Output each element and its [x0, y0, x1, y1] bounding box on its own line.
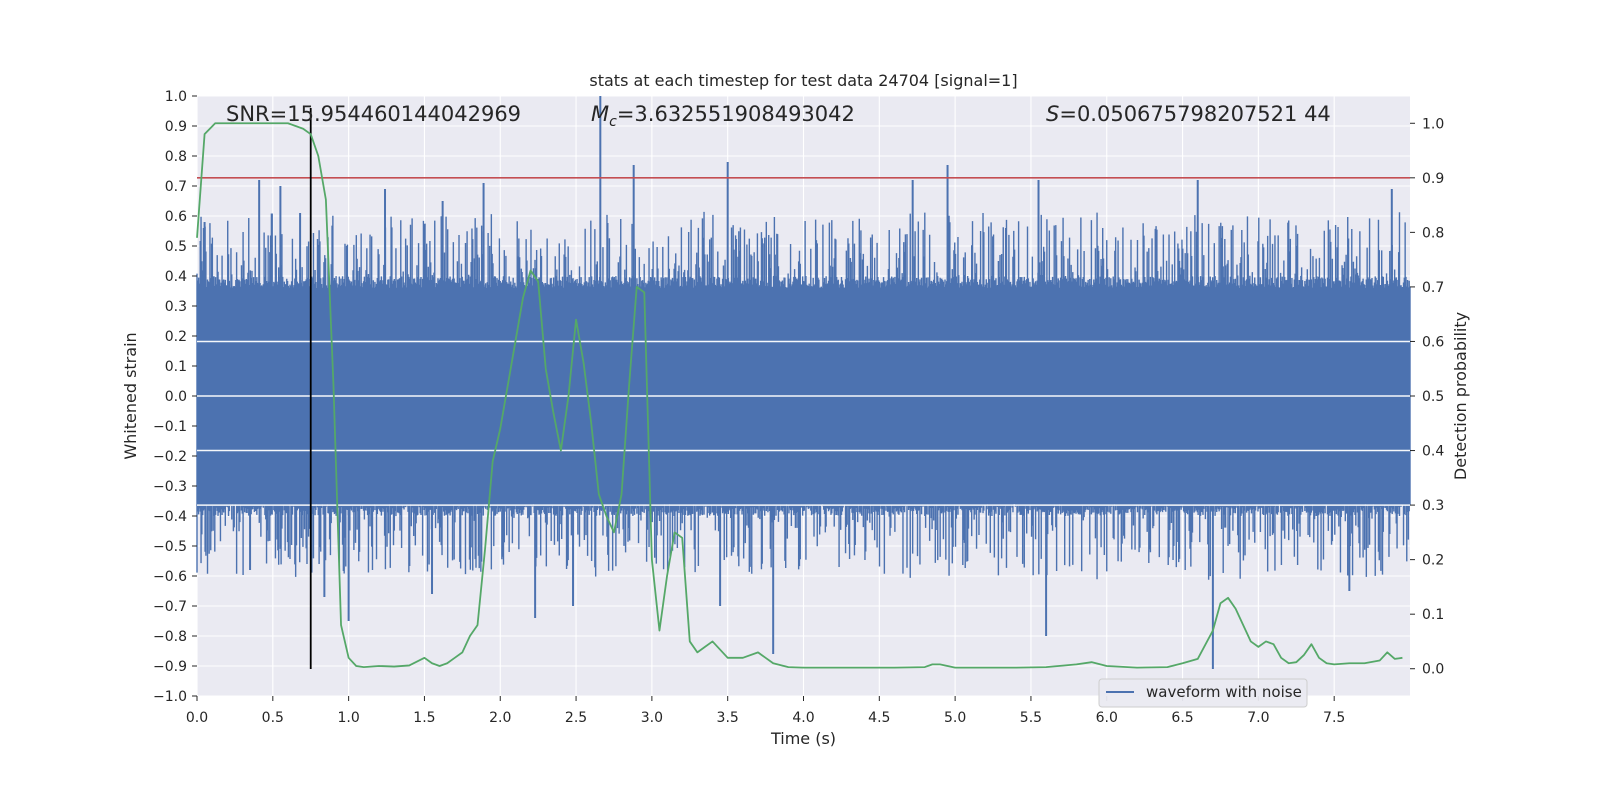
chirp-mass-annotation: Mc=3.632551908493042	[591, 102, 855, 130]
x-tick-label: 6.0	[1096, 710, 1118, 726]
y-left-tick-label: 0.3	[165, 299, 187, 315]
y-left-tick-label: −0.4	[153, 509, 187, 525]
overlays	[196, 108, 1410, 669]
x-tick-label: 7.5	[1323, 710, 1345, 726]
y-axis-label-right: Detection probability	[1451, 312, 1470, 480]
y-right-tick-label: 0.2	[1422, 553, 1444, 569]
y-left-tick-label: 0.1	[165, 359, 187, 375]
legend-label-waveform: waveform with noise	[1146, 683, 1302, 701]
y-left-tick-label: 0.2	[165, 329, 187, 345]
y-right-tick-label: 0.9	[1422, 171, 1444, 187]
x-tick-label: 3.0	[641, 710, 663, 726]
y-right-tick-label: 0.4	[1422, 444, 1444, 460]
legend-box	[1098, 678, 1308, 708]
y-left-tick-label: −0.5	[153, 539, 187, 555]
chirp-mass-value: =3.632551908493042	[617, 102, 855, 126]
y-right-tick-label: 0.5	[1422, 389, 1444, 405]
y-left-tick-label: 0.9	[165, 119, 187, 135]
y-left-tick-label: 0.8	[165, 149, 187, 165]
y-left-tick-label: −0.7	[153, 599, 187, 615]
x-tick-label: 1.5	[413, 710, 435, 726]
y-left-tick-label: 1.0	[165, 89, 187, 105]
s-annotation: S=0.050675798207521 44	[1046, 102, 1331, 126]
y-right-tick-label: 0.7	[1422, 280, 1444, 296]
y-left-tick-label: −0.9	[153, 659, 187, 675]
y-left-tick-label: 0.5	[165, 239, 187, 255]
legend: waveform with noise	[1098, 678, 1308, 708]
x-tick-label: 3.5	[717, 710, 739, 726]
y-left-tick-label: −0.2	[153, 449, 187, 465]
y-right-tick-label: 1.0	[1422, 116, 1444, 132]
x-tick-label: 2.5	[565, 710, 587, 726]
y-right-tick-label: 0.1	[1422, 607, 1444, 623]
detection-probability-line	[196, 122, 1403, 669]
x-tick-label: 5.5	[1020, 710, 1042, 726]
y-right-tick-label: 0.6	[1422, 334, 1444, 350]
y-left-tick-label: 0.0	[165, 389, 187, 405]
x-tick-label: 1.0	[337, 710, 359, 726]
s-value: =0.050675798207521 44	[1059, 102, 1330, 126]
y-left-tick-label: −1.0	[153, 689, 187, 705]
x-tick-label: 6.5	[1171, 710, 1193, 726]
y-right-tick-label: 0.0	[1422, 662, 1444, 678]
x-tick-label: 0.0	[186, 710, 208, 726]
x-tick-label: 2.0	[489, 710, 511, 726]
y-left-tick-label: −0.3	[153, 479, 187, 495]
x-tick-label: 5.0	[944, 710, 966, 726]
y-axis-label-left: Whitened strain	[121, 332, 140, 459]
y-right-tick-label: 0.3	[1422, 498, 1444, 514]
y-left-tick-label: −0.6	[153, 569, 187, 585]
x-tick-label: 7.0	[1247, 710, 1269, 726]
chart-title: stats at each timestep for test data 247…	[589, 71, 1017, 90]
y-left-tick-label: 0.7	[165, 179, 187, 195]
waveform-series	[196, 96, 1411, 669]
y-left-tick-label: 0.6	[165, 209, 187, 225]
axes: 0.0 0.5 1.0 1.5 2.0 2.5 3.0 3.5 4.0 4.5 5.0 5.5 6.0 6…	[153, 89, 1444, 726]
y-left-tick-label: 0.4	[165, 269, 187, 285]
y-left-tick-label: −0.8	[153, 629, 187, 645]
x-tick-label: 4.0	[792, 710, 814, 726]
y-left-tick-label: −0.1	[153, 419, 187, 435]
x-tick-label: 4.5	[868, 710, 890, 726]
y-right-tick-label: 0.8	[1422, 225, 1444, 241]
x-axis-label: Time (s)	[770, 729, 836, 748]
snr-annotation: SNR=15.954460144042969	[226, 102, 521, 126]
x-tick-label: 0.5	[262, 710, 284, 726]
